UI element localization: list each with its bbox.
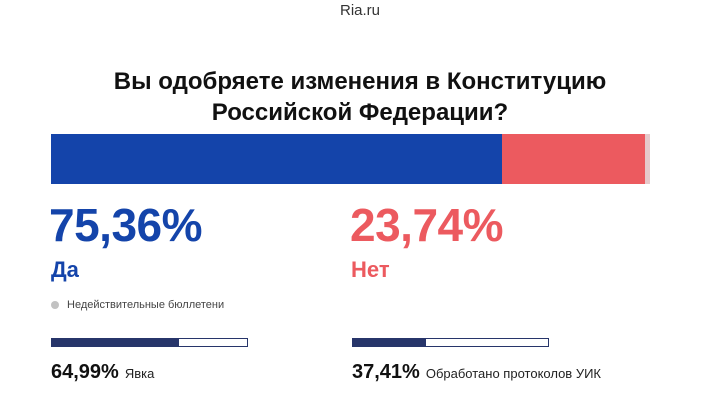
invalid-ballots-legend: Недействительные бюллетени <box>51 299 224 311</box>
yes-segment <box>51 134 503 184</box>
result-bar <box>51 134 650 184</box>
source-label: Ria.ru <box>339 2 380 19</box>
turnout-value: 64,99% <box>51 361 119 383</box>
turnout-progress-bar <box>51 338 248 347</box>
yes-percent: 75,36% <box>49 199 203 251</box>
invalid-ballots-label: Недействительные бюллетени <box>67 299 225 311</box>
legend-dot-icon <box>51 301 59 309</box>
protocols-label: Обработано протоколов УИК <box>425 366 601 381</box>
question-line-2: Российской Федерации? <box>211 99 509 126</box>
turnout-stat: 64,99% Явка <box>51 361 154 384</box>
turnout-label: Явка <box>124 366 155 381</box>
protocols-value: 37,41% <box>352 361 420 383</box>
no-percent: 23,74% <box>350 199 504 251</box>
protocols-progress-fill <box>353 339 426 346</box>
protocols-progress-bar <box>352 338 549 347</box>
page-title: Вы одобряете изменения в Конституцию Рос… <box>0 66 720 128</box>
yes-label: Да <box>51 257 79 282</box>
no-segment <box>502 134 645 184</box>
no-label: Нет <box>351 257 390 282</box>
protocols-stat: 37,41% Обработано протоколов УИК <box>352 361 601 384</box>
turnout-progress-fill <box>52 339 179 346</box>
question-line-1: Вы одобряете изменения в Конституцию <box>113 68 607 95</box>
